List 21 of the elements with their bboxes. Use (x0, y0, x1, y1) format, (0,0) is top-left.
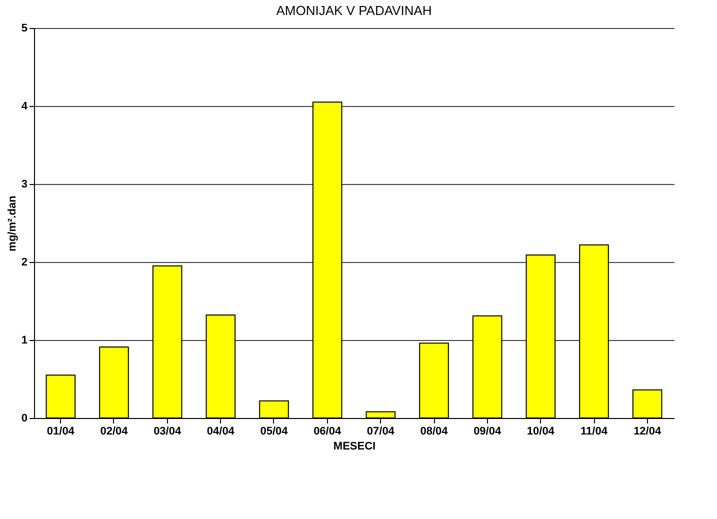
y-tick-label: 0 (21, 412, 28, 424)
y-axis-title: mg/m².dan (6, 195, 18, 252)
x-tick-label: 04/04 (206, 426, 236, 438)
x-tick-label: 12/04 (634, 426, 662, 438)
x-tick-label: 07/04 (366, 426, 396, 438)
x-tick-label: 10/04 (526, 426, 556, 438)
y-tick-label: 3 (21, 178, 28, 190)
x-tick-label: 06/04 (314, 426, 342, 438)
x-tick-label: 03/04 (154, 426, 182, 438)
y-tick-label: 1 (21, 334, 28, 346)
y-tick-label: 5 (21, 22, 28, 34)
y-tick-label: 4 (21, 100, 28, 112)
x-tick-label: 09/04 (474, 426, 502, 438)
x-tick-label: 08/04 (420, 426, 449, 438)
x-tick-label: 01/04 (46, 426, 76, 438)
x-axis-title: MESECI (333, 440, 376, 452)
x-tick-label: 05/04 (260, 426, 289, 438)
x-tick-label: 11/04 (580, 426, 608, 438)
x-tick-label: 02/04 (100, 426, 129, 438)
chart-title: AMONIJAK V PADAVINAH (276, 3, 432, 18)
y-tick-label: 2 (21, 256, 28, 268)
